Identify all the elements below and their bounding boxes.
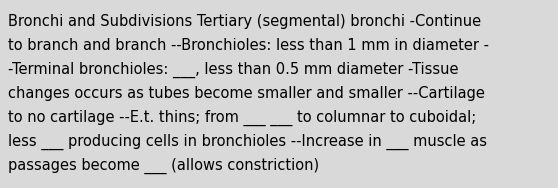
Text: to no cartilage --E.t. thins; from ___ ___ to columnar to cuboidal;: to no cartilage --E.t. thins; from ___ _… bbox=[8, 110, 476, 126]
Text: to branch and branch --Bronchioles: less than 1 mm in diameter -: to branch and branch --Bronchioles: less… bbox=[8, 38, 489, 53]
Text: changes occurs as tubes become smaller and smaller --Cartilage: changes occurs as tubes become smaller a… bbox=[8, 86, 485, 101]
Text: Bronchi and Subdivisions Tertiary (segmental) bronchi -Continue: Bronchi and Subdivisions Tertiary (segme… bbox=[8, 14, 481, 29]
Text: less ___ producing cells in bronchioles --Increase in ___ muscle as: less ___ producing cells in bronchioles … bbox=[8, 134, 487, 150]
Text: passages become ___ (allows constriction): passages become ___ (allows constriction… bbox=[8, 158, 319, 174]
Text: -Terminal bronchioles: ___, less than 0.5 mm diameter -Tissue: -Terminal bronchioles: ___, less than 0.… bbox=[8, 62, 459, 78]
